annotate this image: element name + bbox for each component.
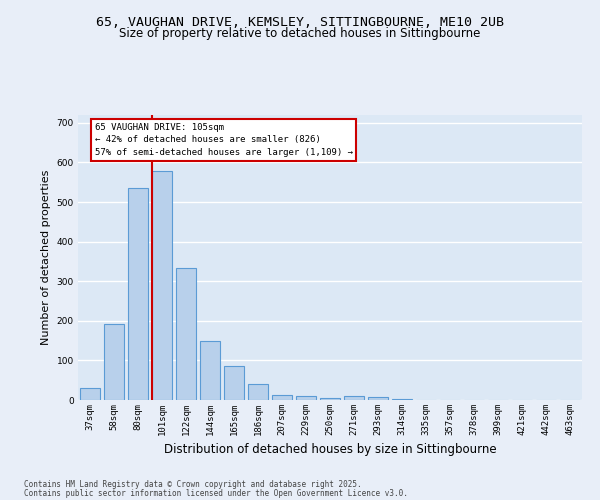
Bar (152, 171, 172, 400)
Text: Contains HM Land Registry data © Crown copyright and database right 2025.: Contains HM Land Registry data © Crown c… (24, 480, 362, 489)
Bar (200, 342, 220, 400)
Bar (248, 384, 268, 400)
Bar (368, 397, 388, 400)
X-axis label: Distribution of detached houses by size in Sittingbourne: Distribution of detached houses by size … (164, 444, 496, 456)
Bar (104, 324, 124, 400)
Bar (224, 366, 244, 400)
Bar (80, 388, 100, 400)
Bar (320, 398, 340, 400)
Bar (392, 399, 412, 400)
Bar (296, 396, 316, 400)
Text: 65, VAUGHAN DRIVE, KEMSLEY, SITTINGBOURNE, ME10 2UB: 65, VAUGHAN DRIVE, KEMSLEY, SITTINGBOURN… (96, 16, 504, 29)
Text: Size of property relative to detached houses in Sittingbourne: Size of property relative to detached ho… (119, 28, 481, 40)
Bar (176, 268, 196, 400)
Bar (128, 188, 148, 400)
Bar (272, 395, 292, 400)
Text: 65 VAUGHAN DRIVE: 105sqm
← 42% of detached houses are smaller (826)
57% of semi-: 65 VAUGHAN DRIVE: 105sqm ← 42% of detach… (95, 123, 353, 157)
Bar (344, 396, 364, 400)
Text: Contains public sector information licensed under the Open Government Licence v3: Contains public sector information licen… (24, 488, 408, 498)
Y-axis label: Number of detached properties: Number of detached properties (41, 170, 51, 345)
